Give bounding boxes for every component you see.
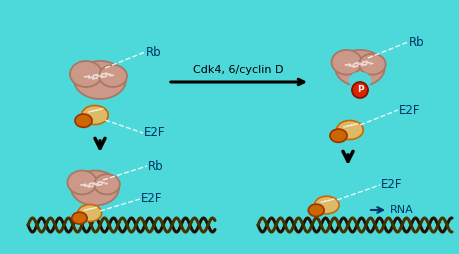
Text: E2F: E2F bbox=[141, 193, 162, 205]
Text: E2F: E2F bbox=[144, 126, 165, 139]
Ellipse shape bbox=[78, 204, 101, 221]
Text: E2F: E2F bbox=[398, 103, 420, 117]
Ellipse shape bbox=[314, 196, 338, 214]
Ellipse shape bbox=[335, 50, 384, 86]
Text: Rb: Rb bbox=[408, 36, 424, 49]
Text: Rb: Rb bbox=[146, 45, 161, 58]
Text: RNA: RNA bbox=[389, 205, 413, 215]
Ellipse shape bbox=[336, 120, 363, 139]
Text: Rb: Rb bbox=[148, 160, 163, 172]
Ellipse shape bbox=[67, 170, 97, 195]
Ellipse shape bbox=[348, 72, 370, 89]
Ellipse shape bbox=[75, 114, 92, 127]
Ellipse shape bbox=[331, 50, 361, 75]
Text: Cdk4, 6/cyclin D: Cdk4, 6/cyclin D bbox=[192, 65, 283, 75]
Ellipse shape bbox=[358, 54, 385, 75]
Ellipse shape bbox=[329, 129, 346, 142]
Ellipse shape bbox=[81, 105, 108, 124]
Text: P: P bbox=[356, 86, 363, 94]
Ellipse shape bbox=[308, 204, 324, 216]
Circle shape bbox=[351, 82, 367, 98]
Ellipse shape bbox=[99, 65, 127, 87]
Ellipse shape bbox=[70, 61, 102, 87]
Ellipse shape bbox=[71, 170, 119, 205]
Ellipse shape bbox=[94, 174, 120, 195]
Ellipse shape bbox=[74, 61, 126, 99]
Ellipse shape bbox=[72, 212, 87, 224]
Text: E2F: E2F bbox=[380, 179, 402, 192]
